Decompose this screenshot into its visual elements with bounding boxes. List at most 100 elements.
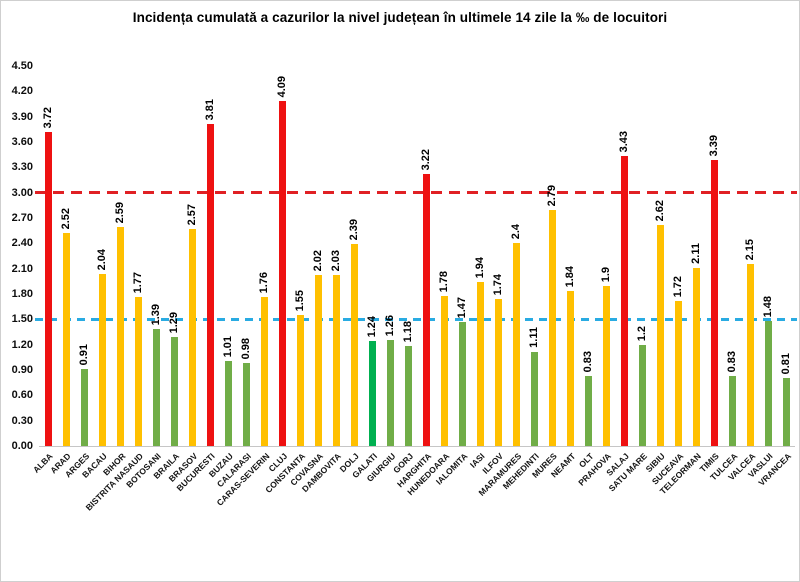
bar-value-label: 1.26 [384, 314, 396, 336]
bar-value-label: 1.01 [222, 335, 234, 357]
bar-value-label: 1.24 [366, 315, 378, 337]
bar-slot-covasna: 2.02 COVASNA [288, 66, 327, 488]
y-axis-tick-label: 3.60 [11, 136, 33, 148]
bar-value-label: 2.4 [510, 223, 522, 239]
bar [242, 363, 250, 446]
bar-value-label: 1.94 [474, 256, 486, 278]
bar-slot-arad: 2.52 ARAD [49, 66, 75, 476]
bar [62, 233, 70, 446]
y-axis-tick-label: 4.50 [11, 60, 33, 72]
bar [638, 345, 646, 446]
bar-value-label: 1.39 [150, 303, 162, 325]
y-axis-tick-label: 0.00 [11, 440, 33, 452]
bar [224, 361, 232, 446]
bar-value-label: 1.9 [600, 266, 612, 282]
bar-value-label: 0.83 [726, 350, 738, 372]
bar-value-label: 2.57 [186, 203, 198, 225]
y-axis-tick-label: 4.20 [11, 85, 33, 98]
bar-value-label: 2.15 [744, 238, 756, 260]
bar [674, 301, 682, 446]
bar-value-label: 3.43 [618, 130, 630, 152]
bar-slot-ilfov: 1.74 ILFOV [480, 66, 507, 476]
bar-value-label: 1.18 [402, 320, 414, 342]
bar-value-label: 3.22 [420, 148, 432, 170]
bar-slot-caras-severin: 1.76 CARAS-SEVERIN [214, 66, 273, 508]
bar-value-label: 1.84 [564, 265, 576, 287]
bar-value-label: 2.52 [60, 207, 72, 229]
bar-slot-salaj: 3.43 SALAJ [604, 66, 633, 478]
bar-slot-olt: 0.83 OLT [576, 66, 597, 470]
bar-value-label: 3.72 [42, 106, 54, 128]
bar [278, 101, 286, 446]
bar-slot-cluj: 4.09 CLUJ [266, 66, 291, 474]
bar [746, 264, 754, 446]
bar [386, 340, 394, 446]
bar [602, 286, 610, 446]
bar [476, 282, 484, 446]
bar [530, 352, 538, 446]
bar-value-label: 1.78 [438, 270, 450, 292]
bar-slot-iasi: 1.94 IASI [468, 66, 489, 470]
bar-slot-bucuresti: 3.81 BUCURESTI [175, 66, 219, 494]
bar [512, 243, 520, 446]
bar [332, 275, 340, 446]
bar-value-label: 0.81 [780, 352, 792, 374]
plot-area: 3.72 ALBA 2.52 ARAD 0.91 ARGES 2.04 BACAU 2.59 BI… [31, 66, 795, 513]
bar-slot-alba: 3.72 ALBA [31, 66, 57, 475]
bar-slot-bistrita-nasaud: 1.77 BISTRITA NASAUD [84, 66, 147, 513]
bar-slot-suceava: 1.72 SUCEAVA [649, 66, 687, 487]
bar-value-label: 0.83 [582, 350, 594, 372]
bar [404, 346, 412, 446]
bar-slot-bacau: 2.04 BACAU [80, 66, 111, 480]
bar-slot-prahova: 1.9 PRAHOVA [576, 66, 615, 488]
y-axis-tick-label: 0.90 [11, 364, 33, 376]
bar-slot-constanta: 1.55 CONSTANTA [263, 66, 309, 495]
bar-value-label: 1.55 [294, 289, 306, 311]
bar-slot-arges: 0.91 ARGES [63, 66, 93, 480]
bar-value-label: 1.76 [258, 271, 270, 293]
bar-value-label: 2.02 [312, 249, 324, 271]
bar [368, 341, 376, 446]
y-axis-tick-label: 3.90 [11, 110, 33, 123]
y-axis-tick-label: 2.10 [11, 262, 33, 275]
bar-slot-bihor: 2.59 BIHOR [101, 66, 129, 478]
bar-value-label: 2.62 [654, 199, 666, 221]
bar-slot-brasov: 2.57 BRASOV [166, 66, 201, 484]
bar-value-label: 1.11 [528, 327, 540, 348]
bar-slot-satu-mare: 1.2 SATU MARE [607, 66, 651, 494]
bar-slot-tulcea: 0.83 TULCEA [708, 66, 741, 483]
bar-value-label: 2.11 [690, 243, 702, 264]
bar [692, 268, 700, 446]
bar-value-label: 4.09 [276, 75, 288, 97]
y-axis-tick-label: 0.60 [11, 389, 33, 402]
bar [80, 369, 88, 446]
bar [710, 160, 718, 446]
bar [44, 132, 52, 446]
bar-value-label: 3.81 [204, 98, 216, 120]
bar-slot-buzau: 1.01 BUZAU [207, 66, 237, 480]
bar-slot-calarasi: 0.98 CALARASI [215, 66, 255, 490]
bar [620, 156, 628, 446]
bar [656, 225, 664, 446]
bar-value-label: 1.48 [762, 295, 774, 317]
bar [494, 299, 502, 446]
bar [422, 174, 430, 446]
y-axis-tick-label: 2.70 [11, 212, 33, 224]
bar-slot-giurgiu: 1.26 GIURGIU [364, 66, 399, 484]
bar-slot-dambovita: 2.03 DAMBOVITA [300, 66, 345, 494]
bar-slot-galati: 1.24 GALATI [350, 66, 381, 480]
y-axis-tick-label: 1.20 [11, 338, 33, 351]
y-axis-tick-label: 3.00 [11, 186, 33, 199]
bar [782, 378, 790, 446]
y-axis-tick-label: 1.80 [11, 288, 33, 300]
bar-slot-hunedoara: 1.78 HUNEDOARA [405, 66, 453, 498]
blue-threshold-line [35, 317, 797, 321]
bar-slot-botosani: 1.39 BOTOSANI [124, 66, 165, 490]
bar-value-label: 2.39 [348, 218, 360, 240]
y-axis-tick-label: 1.50 [11, 313, 33, 326]
bar-value-label: 1.74 [492, 273, 504, 295]
bar-slot-maramures: 2.4 MARAMURES [476, 66, 525, 498]
bar-value-label: 1.29 [168, 311, 180, 333]
bar-value-label: 2.79 [546, 184, 558, 206]
